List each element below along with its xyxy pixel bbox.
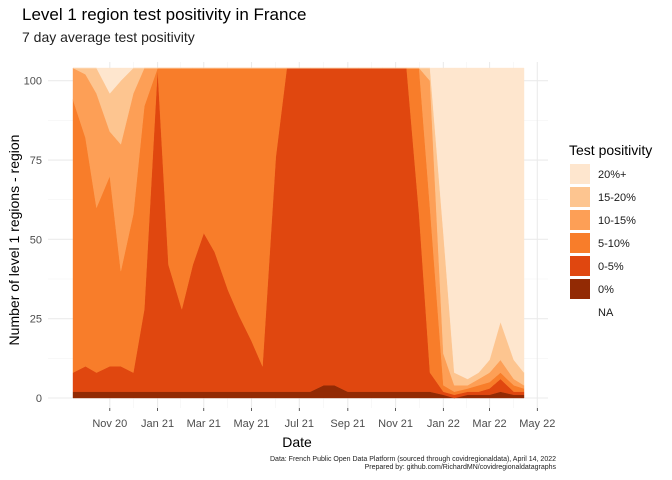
legend-swatch <box>570 279 590 299</box>
caption: Data: French Public Open Data Platform (… <box>96 456 556 472</box>
y-tick-label: 0 <box>36 393 42 405</box>
legend-label: 10-15% <box>598 215 636 227</box>
caption-author: Prepared by: github.com/RichardMN/covidr… <box>364 464 556 471</box>
y-axis-title: Number of level 1 regions - region <box>6 135 22 346</box>
y-tick-label: 25 <box>30 314 42 326</box>
y-tick-label: 75 <box>30 155 42 167</box>
x-tick-label: Nov 20 <box>92 418 127 430</box>
legend-swatch <box>570 187 590 207</box>
x-tick-label: Jan 21 <box>141 418 174 430</box>
y-tick-label: 50 <box>30 234 42 246</box>
x-tick-label: Mar 22 <box>472 418 506 430</box>
legend-label: 5-10% <box>598 238 630 250</box>
x-tick-label: May 21 <box>233 418 269 430</box>
x-axis-ticks: Nov 20 Jan 21 Mar 21 May 21 Jul 21 Sep 21 Nov … <box>92 408 555 430</box>
y-tick-label: 100 <box>24 76 42 88</box>
x-tick-label: Jul 21 <box>285 418 314 430</box>
legend-swatch <box>570 256 590 276</box>
legend-swatch <box>570 164 590 184</box>
chart-title: Level 1 region test positivity in France <box>22 5 307 24</box>
legend-title: Test positivity <box>569 142 652 158</box>
legend-label: NA <box>598 307 614 319</box>
legend-swatch <box>570 210 590 230</box>
legend-swatch <box>570 233 590 253</box>
legend-label: 20%+ <box>598 169 626 181</box>
chart-subtitle: 7 day average test positivity <box>22 29 195 45</box>
area-20- <box>73 67 525 380</box>
x-tick-label: Nov 21 <box>378 418 413 430</box>
caption-source: Data: French Public Open Data Platform (… <box>270 456 556 463</box>
x-tick-label: Jan 22 <box>427 418 460 430</box>
legend-label: 0-5% <box>598 261 624 273</box>
legend-label: 0% <box>598 284 614 296</box>
x-tick-label: Sep 21 <box>330 418 365 430</box>
stacked-area-plot <box>72 67 525 399</box>
legend: 20%+ 15-20% 10-15% 5-10% 0-5% 0% NA <box>570 164 636 322</box>
x-tick-label: May 22 <box>519 418 555 430</box>
x-axis-title: Date <box>282 434 312 450</box>
y-axis-ticks: 0 25 50 75 100 <box>24 76 42 405</box>
legend-label: 15-20% <box>598 192 636 204</box>
x-tick-label: Mar 21 <box>187 418 221 430</box>
legend-swatch <box>570 302 590 322</box>
